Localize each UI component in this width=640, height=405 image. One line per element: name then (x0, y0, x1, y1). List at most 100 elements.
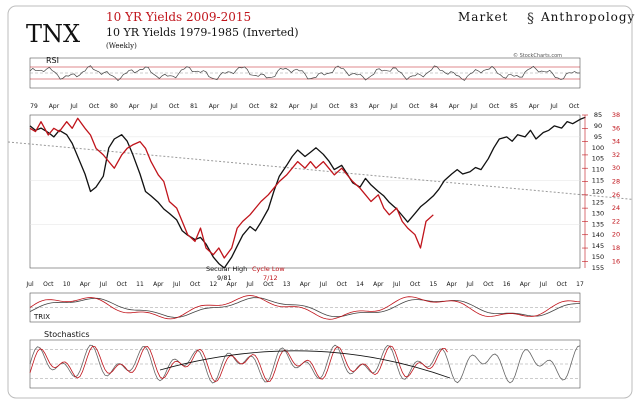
bottom-axis-tick-label: 15 (430, 281, 438, 288)
bottom-axis-tick-label: Jul (392, 281, 401, 288)
trix-panel (29, 292, 581, 323)
bottom-axis-tick-label: Apr (446, 281, 457, 288)
bottom-axis-tick-label: Oct (556, 281, 567, 288)
stochastics-panel (29, 339, 581, 389)
bottom-axis-tick-label: Jul (465, 281, 474, 288)
top-axis-tick-label: Apr (209, 103, 220, 110)
rsi-label: RSI (46, 56, 59, 65)
red-axis-tick-label: 32 (612, 151, 620, 159)
right-axis-tick-label: 120 (592, 188, 604, 196)
red-axis-tick-label: 24 (612, 204, 620, 212)
main-panel: 85 90 95 100 105 110 115 120 125 130 135 140 145 150 1… (7, 111, 633, 288)
right-axis-tick-label: 90 (594, 122, 602, 130)
top-axis-tick-label: Jul (69, 103, 78, 110)
ticker: TNX (26, 20, 80, 48)
rsi-panel: 79 Apr Jul Oct 80 Apr Jul Oct 81 Apr Jul Oct 82 Apr Ju… (29, 57, 581, 110)
bottom-axis-tick-label: Apr (80, 281, 91, 288)
bottom-axis-tick-label: Oct (116, 281, 127, 288)
brand-left: Market (458, 10, 508, 24)
right-axis-tick-label: 105 (592, 155, 604, 163)
right-axis-tick-label: 155 (592, 264, 604, 272)
bottom-axis-tick-label: Apr (373, 281, 384, 288)
right-axis-tick-label: 85 (594, 111, 602, 119)
bottom-axis-tick-label: 11 (136, 281, 144, 288)
chart-frame (7, 5, 633, 399)
bottom-axis-tick-label: 17 (576, 281, 584, 288)
top-axis-tick-label: Jul (149, 103, 158, 110)
top-axis-tick-label: 81 (190, 103, 198, 110)
red-axis-tick-label: 34 (612, 138, 620, 146)
stochastics-line-red (29, 345, 448, 383)
bottom-axis-tick-label: 14 (356, 281, 364, 288)
trix-label: TRIX (33, 313, 50, 321)
bottom-axis-tick-label: Jul (172, 281, 181, 288)
right-axis-tick-label: 140 (592, 231, 604, 239)
bottom-axis-tick-label: Oct (336, 281, 347, 288)
right-axis-tick-label: 135 (592, 220, 604, 228)
annotation-secular-high: Secular High (206, 265, 247, 273)
bottom-axis-tick-label: Jul (539, 281, 548, 288)
right-axis-tick-label: 100 (592, 144, 604, 152)
title-red: 10 YR Yields 2009-2015 (106, 10, 251, 24)
watermark: © StockCharts.com (513, 52, 562, 59)
right-axis-tick-label: 150 (592, 253, 604, 261)
red-axis-tick-label: 38 (612, 111, 620, 119)
bottom-axis-tick-label: Apr (520, 281, 531, 288)
top-axis-tick-label: Jul (549, 103, 558, 110)
bottom-axis-tick-label: Jul (245, 281, 254, 288)
red-axis-tick-label: 26 (612, 191, 620, 199)
top-axis-tick-label: Oct (569, 103, 580, 110)
trix-line-red (29, 295, 581, 320)
right-axis-tick-label: 115 (592, 177, 604, 185)
trendline (7, 141, 633, 200)
top-axis-tick-label: Oct (249, 103, 260, 110)
top-axis-tick-label: Jul (389, 103, 398, 110)
bottom-axis-tick-label: Apr (226, 281, 237, 288)
bottom-axis-tick-label: Oct (190, 281, 201, 288)
svg-text:§: § (527, 11, 534, 27)
annotation-cycle-low-date: 7/12 (263, 274, 278, 282)
top-axis-tick-label: Apr (129, 103, 140, 110)
top-axis-tick-label: Apr (529, 103, 540, 110)
bottom-axis-tick-label: Oct (43, 281, 54, 288)
bottom-axis-tick-label: Apr (153, 281, 164, 288)
right-axis-tick-label: 95 (594, 133, 602, 141)
top-axis-tick-label: 80 (110, 103, 118, 110)
bottom-axis-tick-label: Jul (99, 281, 108, 288)
top-axis-tick-label: Jul (229, 103, 238, 110)
top-axis-tick-label: Oct (489, 103, 500, 110)
right-axis-tick-label: 125 (592, 198, 604, 206)
red-axis-tick-label: 16 (612, 257, 620, 265)
top-axis-tick-label: Oct (329, 103, 340, 110)
bottom-axis-tick-label: Oct (410, 281, 421, 288)
red-axis-tick-label: 22 (612, 217, 620, 225)
top-axis-tick-label: Oct (169, 103, 180, 110)
red-axis-tick-label: 18 (612, 244, 620, 252)
top-axis-tick-label: Apr (369, 103, 380, 110)
red-axis-tick-label: 30 (612, 164, 620, 172)
top-axis-tick-label: Oct (409, 103, 420, 110)
bottom-axis-tick-label: Oct (263, 281, 274, 288)
top-axis-tick-label: Apr (49, 103, 60, 110)
red-axis-tick-label: 28 (612, 178, 620, 186)
bottom-axis-tick-label: Jul (319, 281, 328, 288)
brand-clef-icon: § (527, 11, 534, 27)
bottom-axis-tick-label: 10 (63, 281, 71, 288)
top-axis-tick-label: 79 (30, 103, 38, 110)
top-axis-tick-label: Apr (289, 103, 300, 110)
annotation-cycle-low: Cycle Low (252, 265, 285, 273)
top-axis-tick-label: 82 (270, 103, 278, 110)
brand-right: Anthropology (540, 10, 635, 24)
bottom-axis-tick-label: 12 (210, 281, 218, 288)
red-axis-tick-label: 20 (612, 231, 620, 239)
series-1979-1985-line (29, 116, 586, 269)
stochastics-arc-annotation (159, 350, 451, 379)
right-axis-tick-label: 110 (592, 166, 604, 174)
red-axis-tick-label: 36 (612, 124, 620, 132)
right-axis-tick-label: 145 (592, 242, 604, 250)
bottom-axis-tick-label: Jul (25, 281, 34, 288)
series-2009-2015-line (29, 117, 434, 259)
stochastics-label: Stochastics (44, 330, 90, 339)
top-axis-tick-label: Oct (89, 103, 100, 110)
